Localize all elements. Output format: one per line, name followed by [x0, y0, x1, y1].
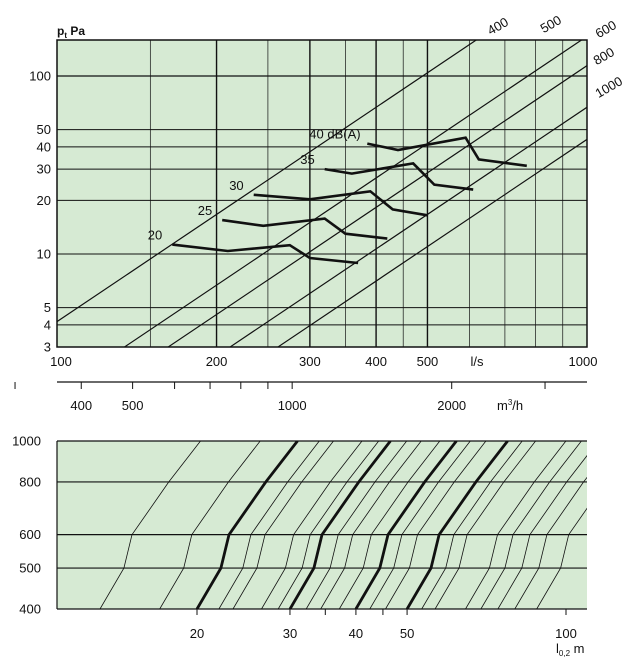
- second-x-unit-label: m3/h: [497, 398, 523, 413]
- series-line: [172, 243, 359, 265]
- top-plot-area: [56, 39, 588, 348]
- top-x-tick-label: 400: [365, 354, 387, 369]
- throw-line: [434, 441, 536, 609]
- throw-line: [218, 441, 320, 609]
- diagonal-line: [229, 106, 587, 347]
- diagonal-label: 800: [591, 44, 617, 68]
- top-series: [172, 136, 527, 265]
- top-x-tick-label: 100: [50, 354, 72, 369]
- bottom-x-tick-label: 30: [283, 626, 297, 641]
- series-label: 40 dB(A): [309, 127, 360, 142]
- top-y-tick-label: 100: [29, 69, 51, 84]
- throw-line: [305, 441, 408, 609]
- top-diagonals: [57, 40, 587, 347]
- series-label: 20: [148, 228, 162, 243]
- series-line: [367, 136, 527, 168]
- diagonal-label: 600: [593, 17, 619, 41]
- throw-line: [497, 455, 587, 609]
- bottom-y-tick-label: 500: [19, 561, 41, 576]
- throw-line: [99, 441, 201, 609]
- second-x-tick-label: 500: [122, 398, 144, 413]
- series-line: [324, 162, 474, 191]
- bottom-x-tick-label: 50: [400, 626, 414, 641]
- series-label: 25: [198, 203, 212, 218]
- throw-line: [514, 476, 587, 609]
- top-chart: 3 4 5 10 20 30 40 50 100 400 500 600 800 1000 20 25 30 35…: [14, 12, 625, 413]
- top-y-tick-label: 10: [37, 247, 51, 262]
- bottom-y-tick-label: 600: [19, 527, 41, 542]
- throw-line-major: [405, 441, 509, 609]
- diagonal-line: [124, 40, 583, 347]
- bottom-y-tick-label: 400: [19, 602, 41, 617]
- diagonal-line: [57, 40, 478, 323]
- second-x-tick-label: 1000: [278, 398, 307, 413]
- top-x-tick-label: 1000: [569, 354, 598, 369]
- diagonal-label: 500: [538, 12, 564, 36]
- top-y-tick-label: 3: [44, 340, 51, 355]
- top-x-tick-label: 200: [206, 354, 228, 369]
- throw-line: [480, 441, 582, 609]
- top-y-tick-label: 50: [37, 122, 51, 137]
- bottom-y-tick-label: 1000: [12, 434, 41, 449]
- top-y-tick-label: 30: [37, 162, 51, 177]
- top-x-unit-label: l/s: [471, 354, 485, 369]
- top-y-tick-label: 5: [44, 300, 51, 315]
- series-line: [253, 189, 428, 217]
- top-y-tick-label: 20: [37, 193, 51, 208]
- diagonal-label: 400: [485, 14, 511, 38]
- bottom-x-tick-label: 100: [555, 626, 577, 641]
- throw-line: [159, 441, 261, 609]
- diagonal-line: [277, 138, 587, 347]
- top-x-tick-label: 300: [299, 354, 321, 369]
- diagonal-line: [167, 64, 587, 347]
- second-x-tick-label: 400: [70, 398, 92, 413]
- series-label: 30: [229, 178, 243, 193]
- diagonal-label: 1000: [592, 73, 625, 100]
- series-line: [222, 217, 388, 240]
- throw-line: [369, 441, 471, 609]
- throw-line: [277, 441, 380, 609]
- top-x-tick-label: 500: [417, 354, 439, 369]
- top-y-tick-label: 40: [37, 139, 51, 154]
- throw-line-major: [288, 441, 392, 609]
- top-y-axis-label: pt Pa: [57, 24, 85, 40]
- throw-line: [536, 507, 587, 609]
- bottom-plot-area: [57, 441, 587, 609]
- throw-line: [465, 441, 567, 609]
- throw-line: [320, 441, 422, 609]
- bottom-x-tick-label: 40: [349, 626, 363, 641]
- throw-line: [338, 441, 441, 609]
- second-x-tick-label: 2000: [437, 398, 466, 413]
- throw-line: [232, 441, 334, 609]
- throw-line-major: [195, 441, 299, 609]
- top-y-tick-label: 4: [44, 317, 51, 332]
- throw-line: [261, 441, 363, 609]
- throw-line-major: [354, 441, 458, 609]
- bottom-x-axis-label: l0,2 m: [556, 641, 584, 657]
- bottom-x-tick-label: 20: [190, 626, 204, 641]
- throw-line: [421, 441, 523, 609]
- bottom-y-tick-label: 800: [19, 474, 41, 489]
- throw-line: [385, 441, 487, 609]
- bottom-throw-lines: [99, 441, 587, 609]
- series-label: 35: [300, 152, 314, 167]
